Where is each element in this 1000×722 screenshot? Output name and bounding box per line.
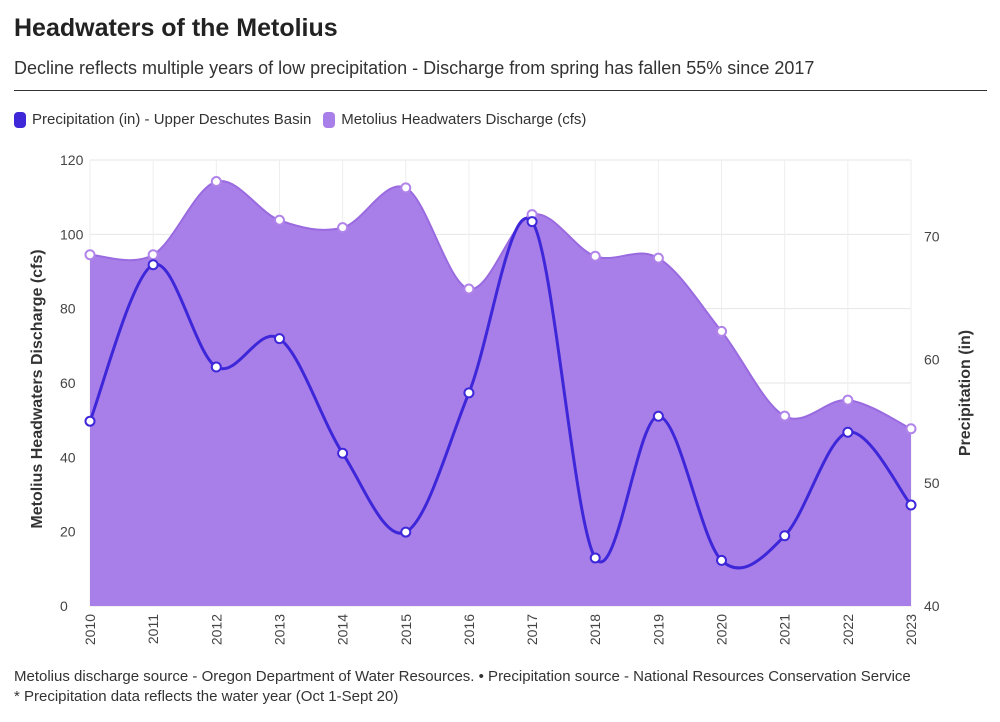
x-tick-13: 2023 (903, 614, 919, 645)
precipitation-point-8 (589, 552, 601, 564)
precipitation-point-0 (84, 415, 96, 427)
x-tick-6: 2016 (461, 614, 477, 645)
chart-title: Headwaters of the Metolius (14, 14, 338, 42)
title-divider (14, 90, 987, 91)
legend-label-discharge: Metolius Headwaters Discharge (cfs) (341, 111, 587, 128)
x-tick-4: 2014 (335, 614, 351, 645)
discharge-point-11 (779, 410, 791, 422)
discharge-point-3 (273, 214, 285, 226)
precipitation-point-1 (147, 259, 159, 271)
x-tick-2: 2012 (208, 614, 224, 645)
precipitation-point-9 (652, 410, 664, 422)
x-tick-1: 2011 (145, 614, 161, 644)
y-right-axis-title: Precipitation (in) (957, 330, 974, 456)
discharge-point-2 (210, 176, 222, 188)
precipitation-line (88, 216, 913, 570)
legend-item-precipitation[interactable]: Precipitation (in) - Upper Deschutes Bas… (14, 111, 311, 128)
precipitation-point-2 (210, 361, 222, 373)
chart-subtitle: Decline reflects multiple years of low p… (14, 58, 815, 78)
y-left-tick-0: 0 (60, 598, 68, 614)
legend: Precipitation (in) - Upper Deschutes Bas… (14, 111, 598, 128)
y-left-tick-4: 80 (60, 301, 76, 317)
discharge-area (90, 180, 911, 607)
precipitation-point-3 (273, 333, 285, 345)
precipitation-point-13 (905, 499, 917, 511)
y-left-tick-6: 120 (60, 152, 84, 168)
legend-item-discharge[interactable]: Metolius Headwaters Discharge (cfs) (323, 111, 586, 128)
water-year-note: * Precipitation data reflects the water … (14, 688, 399, 705)
precipitation-point-5 (400, 526, 412, 538)
discharge-point-1 (147, 249, 159, 261)
y-left-tick-1: 20 (60, 524, 76, 540)
precipitation-point-10 (716, 554, 728, 566)
y-right-tick-1: 50 (924, 475, 940, 491)
discharge-point-4 (337, 222, 349, 234)
x-tick-0: 2010 (82, 614, 98, 645)
legend-swatch-precipitation (14, 111, 26, 128)
discharge-point-13 (905, 423, 917, 435)
y-left-tick-2: 40 (60, 449, 76, 465)
x-tick-7: 2017 (524, 614, 540, 645)
legend-label-precipitation: Precipitation (in) - Upper Deschutes Bas… (32, 111, 312, 128)
x-tick-11: 2021 (777, 614, 793, 645)
y-right-tick-0: 40 (924, 598, 940, 614)
y-right-tick-3: 70 (924, 228, 940, 244)
discharge-line (89, 180, 912, 430)
discharge-point-5 (400, 182, 412, 194)
precipitation-point-4 (337, 447, 349, 459)
precipitation-point-6 (463, 387, 475, 399)
x-tick-5: 2015 (398, 614, 414, 645)
discharge-point-12 (842, 394, 854, 406)
discharge-point-6 (463, 283, 475, 295)
discharge-point-8 (589, 250, 601, 262)
x-tick-12: 2022 (840, 614, 856, 645)
discharge-point-9 (652, 252, 664, 264)
y-left-axis-title: Metolius Headwaters Discharge (cfs) (29, 249, 46, 528)
y-left-tick-5: 100 (60, 226, 84, 242)
x-tick-10: 2020 (714, 614, 730, 645)
x-tick-9: 2019 (650, 614, 666, 645)
precipitation-point-7 (526, 216, 538, 228)
discharge-point-10 (716, 325, 728, 337)
y-left-tick-3: 60 (60, 375, 76, 391)
x-tick-8: 2018 (587, 614, 603, 645)
legend-swatch-discharge (323, 111, 336, 128)
discharge-point-0 (84, 249, 96, 261)
source-note: Metolius discharge source - Oregon Depar… (14, 668, 911, 685)
x-tick-3: 2013 (271, 614, 287, 645)
precipitation-point-12 (842, 426, 854, 438)
chart-notes: Metolius discharge source - Oregon Depar… (14, 667, 911, 707)
y-right-tick-2: 60 (924, 352, 940, 368)
precipitation-point-11 (779, 530, 791, 542)
